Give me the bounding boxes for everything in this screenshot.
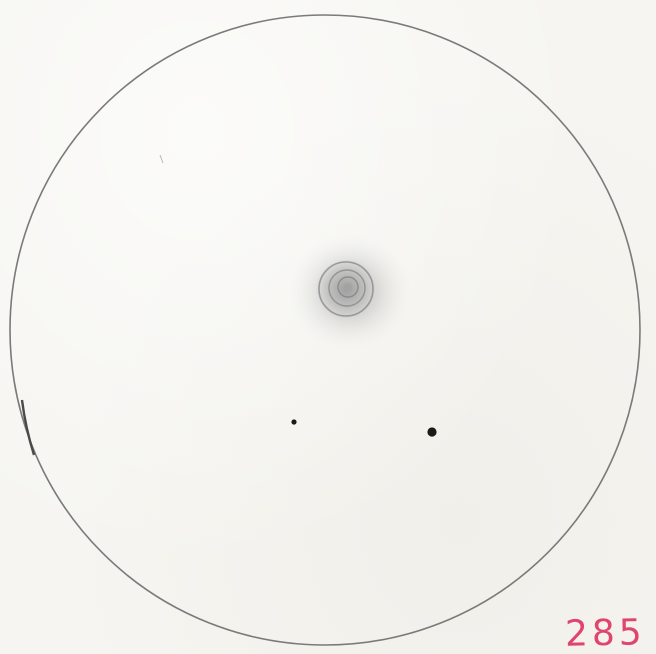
page-number-label: 285	[564, 612, 647, 654]
field-circle	[9, 14, 641, 646]
nebula-inner-ring	[337, 276, 359, 298]
star-right	[427, 427, 437, 437]
nebula-middle-ring	[328, 269, 366, 307]
star-left	[291, 419, 297, 425]
nebula-core	[344, 283, 352, 291]
stray-pencil-mark	[159, 154, 164, 164]
field-circle-edge-shading	[20, 399, 36, 456]
nebula-outer-ring	[318, 261, 374, 317]
